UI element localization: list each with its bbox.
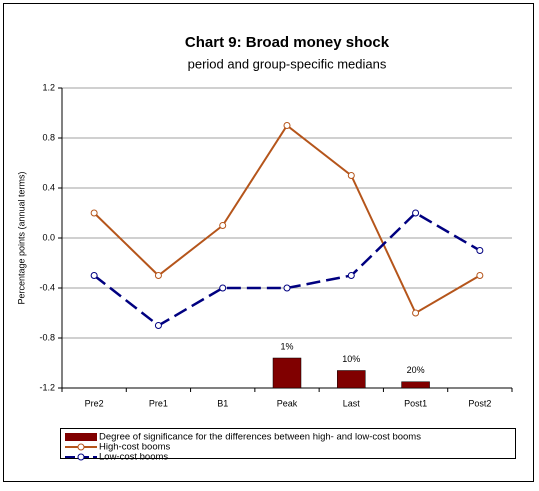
legend-swatch [77, 453, 85, 461]
point [283, 122, 291, 129]
x-tick-label: Post1 [404, 398, 427, 408]
x-tick-label: Peak [277, 398, 298, 408]
point [154, 322, 162, 329]
chart-border [3, 3, 534, 482]
point [476, 247, 484, 254]
y-tick-label: 0.4 [42, 182, 55, 192]
legend-label: Low-cost booms [99, 452, 168, 463]
chart-title: Chart 9: Broad money shock [185, 34, 390, 51]
legend-swatch [77, 443, 85, 451]
point [347, 172, 355, 179]
y-tick-label: 0.0 [42, 232, 55, 242]
point [412, 209, 420, 217]
y-tick-label: 0.8 [42, 132, 55, 142]
point [219, 222, 227, 229]
x-tick-label: B1 [217, 398, 228, 408]
point [347, 272, 355, 279]
bar [401, 381, 430, 389]
point [90, 209, 98, 217]
bar [337, 370, 366, 389]
x-tick-label: Post2 [468, 398, 491, 408]
y-tick-label: -0.4 [39, 282, 55, 292]
x-tick-label: Pre2 [85, 398, 104, 408]
y-tick-label: -0.8 [39, 332, 55, 342]
chart-subtitle: period and group-specific medians [188, 56, 387, 71]
x-tick-label: Pre1 [149, 398, 168, 408]
point [90, 272, 98, 279]
point [476, 272, 484, 279]
bar-label: 20% [407, 365, 425, 375]
x-tick-label: Last [343, 398, 361, 408]
legend [60, 428, 516, 459]
point [283, 284, 291, 292]
y-tick-label: -1.2 [39, 382, 55, 392]
bar [272, 357, 302, 389]
legend-label: Degree of significance for the differenc… [99, 432, 421, 443]
point [412, 309, 420, 317]
point [219, 284, 227, 292]
point [154, 272, 162, 279]
y-axis-label: Percentage points (annual terms) [16, 171, 26, 304]
legend-label: High-cost booms [99, 442, 171, 453]
bar-label: 10% [342, 354, 360, 364]
bar-label: 1% [280, 341, 293, 351]
y-tick-label: 1.2 [42, 82, 55, 92]
legend-swatch [65, 433, 97, 441]
